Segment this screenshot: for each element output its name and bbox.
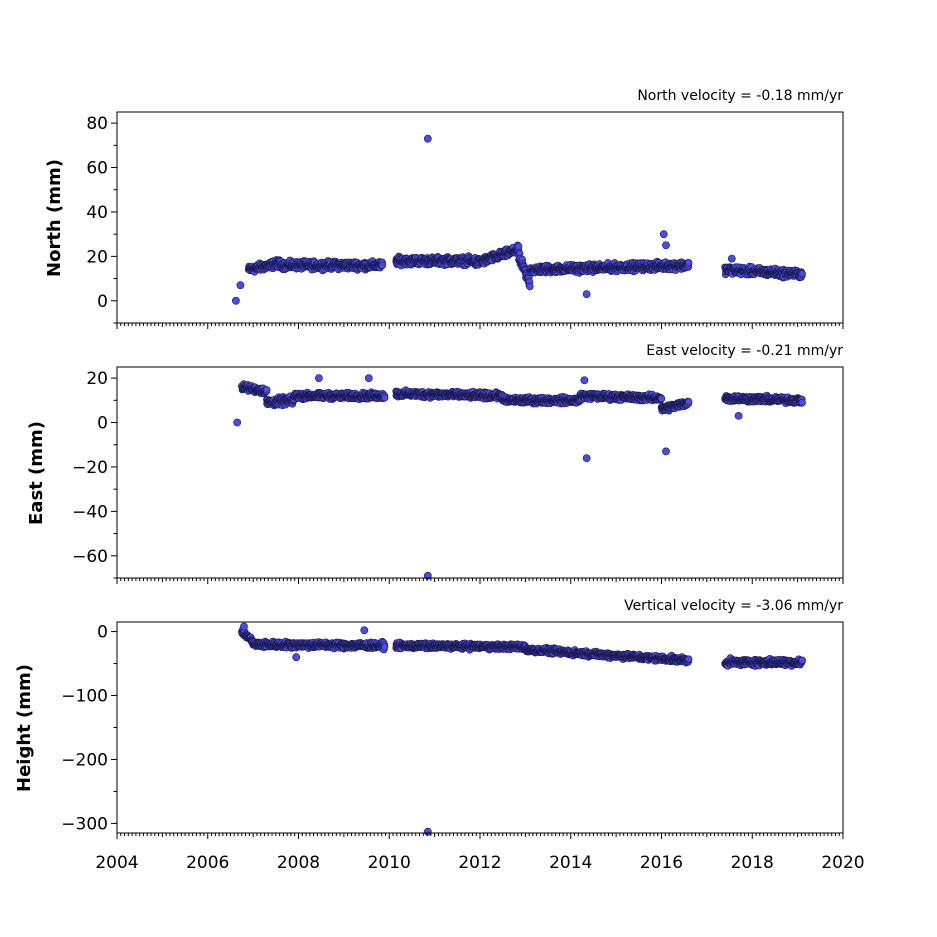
north-data-point xyxy=(526,282,534,291)
north-data-point xyxy=(378,261,387,269)
east-outlier-point xyxy=(580,376,589,385)
y-tick-label: 40 xyxy=(86,203,108,223)
y-tick-label: 0 xyxy=(97,414,108,434)
north-outlier-point xyxy=(662,241,670,250)
north-outlier-point xyxy=(727,254,736,263)
east-outlier-point xyxy=(233,418,242,427)
north-velocity-title: North velocity = -0.18 mm/yr xyxy=(637,88,843,104)
y-tick-label: 0 xyxy=(97,292,108,312)
east-outlier-point xyxy=(734,411,743,420)
north-data-point xyxy=(514,242,523,251)
east-data-point xyxy=(684,398,693,406)
north-data-point xyxy=(798,270,806,278)
y-tick-label: 80 xyxy=(86,114,108,134)
y-tick-label: 20 xyxy=(86,369,108,389)
y-tick-label: −60 xyxy=(72,547,108,567)
north-points xyxy=(231,134,806,305)
vertical-velocity-title: Vertical velocity = -3.06 mm/yr xyxy=(624,598,843,614)
east-outlier-point xyxy=(314,374,323,382)
east-outlier-point xyxy=(364,374,373,382)
east-data-point xyxy=(798,398,806,407)
north-outlier-point xyxy=(423,134,432,143)
north-outlier-point xyxy=(236,281,245,290)
north-outlier-point xyxy=(582,290,591,298)
east-data-point xyxy=(263,386,271,394)
east-y-axis-label: East (mm) xyxy=(26,421,47,525)
y-tick-label: −20 xyxy=(72,458,108,478)
y-tick-label: 60 xyxy=(86,159,108,179)
north-data-point xyxy=(684,259,693,267)
east-data-point xyxy=(657,395,666,403)
east-outlier-point xyxy=(582,454,591,462)
height-data-point xyxy=(381,643,389,651)
east-velocity-title: East velocity = -0.21 mm/yr xyxy=(646,343,843,359)
y-tick-label: −40 xyxy=(72,502,108,522)
north-y-axis-label: North (mm) xyxy=(44,159,65,277)
east-data-point xyxy=(381,394,389,402)
east-outlier-point xyxy=(662,447,670,456)
y-tick-label: 20 xyxy=(86,247,108,267)
north-outlier-point xyxy=(231,296,240,305)
north-outlier-point xyxy=(659,230,668,239)
panel-north: North velocity = -0.18 mm/yr 0 20 40 60 80 N… xyxy=(44,88,844,329)
